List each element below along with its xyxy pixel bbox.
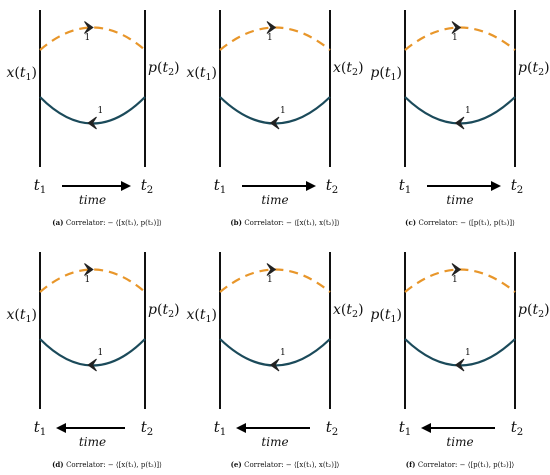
- caption: (e) Correlator: − ⟨[x(t₁), x(t₂)]⟩: [231, 460, 340, 469]
- lower-loop-label: 1: [98, 348, 104, 358]
- panel-d: 1 1 x(t1) p(t2) t1 t2 time (d) Correlator: − ⟨[…: [6, 252, 180, 469]
- panel-c: 1 1 p(t1) p(t2) t1 t2 time (c) Correlator: − ⟨[…: [370, 10, 550, 227]
- arrow-right-icon: [451, 263, 462, 276]
- upper-loop-label: 1: [452, 275, 458, 285]
- lower-loop-label: 1: [280, 348, 286, 358]
- right-operator-label: p(t2): [148, 60, 180, 78]
- time-label: time: [261, 193, 288, 207]
- time-label: time: [261, 435, 288, 449]
- right-operator-label: p(t2): [148, 302, 180, 320]
- upper-dashed-propagator: [404, 268, 516, 293]
- lower-loop-label: 1: [465, 348, 471, 358]
- right-operator-label: x(t2): [333, 60, 364, 78]
- t1-label: t1: [34, 176, 47, 196]
- t2-label: t2: [326, 418, 339, 438]
- t1-label: t1: [214, 176, 227, 196]
- arrow-head-right-icon: [121, 181, 131, 191]
- arrow-left-icon: [269, 116, 280, 130]
- arrow-head-right-icon: [306, 181, 316, 191]
- left-operator-label: x(t1): [6, 307, 37, 325]
- lower-loop-label: 1: [280, 106, 286, 116]
- t2-label: t2: [511, 418, 524, 438]
- upper-dashed-propagator: [39, 268, 146, 293]
- left-operator-label: x(t1): [186, 65, 217, 83]
- upper-dashed-propagator: [39, 26, 146, 51]
- arrow-head-right-icon: [491, 181, 501, 191]
- time-label: time: [446, 435, 473, 449]
- panel-f: 1 1 p(t1) p(t2) t1 t2 time (f) Correlator: − ⟨[…: [370, 252, 550, 469]
- upper-loop-label: 1: [267, 275, 273, 285]
- lower-loop-label: 1: [98, 106, 104, 116]
- arrow-head-left-icon: [236, 423, 246, 433]
- caption: (a) Correlator: − ⟨[x(t₁), p(t₂)]⟩: [52, 218, 162, 227]
- upper-loop-label: 1: [85, 275, 91, 285]
- upper-dashed-propagator: [219, 268, 331, 293]
- upper-loop-label: 1: [85, 33, 91, 43]
- arrow-right-icon: [266, 21, 277, 34]
- panel-a: 1 1 x(t1) p(t2) t1 t2 time (a) Correlator: − ⟨[…: [6, 10, 180, 227]
- arrow-right-icon: [266, 263, 277, 276]
- panel-e: 1 1 x(t1) x(t2) t1 t2 time (e) Correlator: − ⟨[…: [186, 252, 364, 469]
- arrow-right-icon: [84, 263, 94, 276]
- time-label: time: [79, 435, 106, 449]
- right-operator-label: p(t2): [518, 60, 550, 78]
- t1-label: t1: [399, 418, 412, 438]
- caption: (f) Correlator: − ⟨[p(t₁), p(t₂)]⟩: [406, 460, 515, 469]
- arrow-right-icon: [451, 21, 462, 34]
- left-operator-label: x(t1): [6, 65, 37, 83]
- caption: (b) Correlator: − ⟨[x(t₁), x(t₂)]⟩: [230, 218, 340, 227]
- upper-loop-label: 1: [452, 33, 458, 43]
- upper-loop-label: 1: [267, 33, 273, 43]
- caption: (d) Correlator: − ⟨[x(t₁), p(t₂)]⟩: [52, 460, 162, 469]
- panel-b: 1 1 x(t1) x(t2) t1 t2 time (b) Correlator: − ⟨[…: [186, 10, 364, 227]
- arrow-left-icon: [87, 358, 97, 372]
- upper-dashed-propagator: [219, 26, 331, 51]
- left-operator-label: p(t1): [370, 307, 402, 325]
- upper-dashed-propagator: [404, 26, 516, 51]
- right-operator-label: p(t2): [518, 302, 550, 320]
- t1-label: t1: [214, 418, 227, 438]
- arrow-left-icon: [454, 358, 465, 372]
- time-label: time: [446, 193, 473, 207]
- arrow-head-left-icon: [56, 423, 66, 433]
- time-label: time: [79, 193, 106, 207]
- t2-label: t2: [141, 176, 154, 196]
- lower-loop-label: 1: [465, 106, 471, 116]
- t2-label: t2: [141, 418, 154, 438]
- left-operator-label: x(t1): [186, 307, 217, 325]
- left-operator-label: p(t1): [370, 65, 402, 83]
- t2-label: t2: [326, 176, 339, 196]
- arrow-right-icon: [84, 21, 94, 34]
- arrow-left-icon: [269, 358, 280, 372]
- caption: (c) Correlator: − ⟨[p(t₁), p(t₂)]⟩: [405, 218, 515, 227]
- t2-label: t2: [511, 176, 524, 196]
- arrow-left-icon: [454, 116, 465, 130]
- right-operator-label: x(t2): [333, 302, 364, 320]
- arrow-left-icon: [87, 116, 97, 130]
- t1-label: t1: [34, 418, 47, 438]
- t1-label: t1: [399, 176, 412, 196]
- arrow-head-left-icon: [421, 423, 431, 433]
